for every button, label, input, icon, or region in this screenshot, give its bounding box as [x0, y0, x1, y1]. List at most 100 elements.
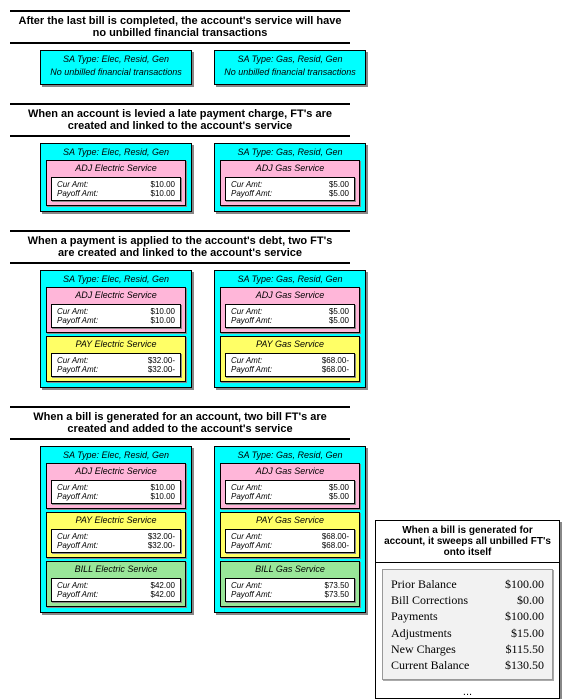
cur-amt-value: $32.00-	[148, 356, 175, 365]
sa-card: SA Type: Elec, Resid, GenADJ Electric Se…	[40, 270, 192, 388]
summary-row-label: Payments	[391, 608, 438, 624]
ft-block-adj: ADJ Gas Service Cur Amt: $5.00 Payoff Amt: $…	[220, 160, 360, 206]
summary-row-label: New Charges	[391, 641, 456, 657]
sa-card: SA Type: Gas, Resid, Gen ADJ Gas Service C…	[214, 446, 366, 613]
sa-type-label: SA Type: Elec, Resid, Gen	[46, 274, 186, 284]
section-header: When a payment is applied to the account…	[10, 230, 350, 264]
sa-note: No unbilled financial transactions	[46, 67, 186, 79]
cur-amt-value: $10.00	[151, 307, 175, 316]
section-header: After the last bill is completed, the ac…	[10, 10, 350, 44]
cur-amt-label: Cur Amt:	[57, 532, 88, 541]
section-header: When a bill is generated for an account,…	[10, 406, 350, 440]
payoff-amt-label: Payoff Amt:	[57, 189, 98, 198]
cur-amt-label: Cur Amt:	[231, 180, 262, 189]
cur-amt-value: $42.00	[151, 581, 175, 590]
section-header: When an account is levied a late payment…	[10, 103, 350, 137]
ft-amounts: Cur Amt: $68.00- Payoff Amt: $68.00-	[225, 529, 355, 553]
summary-row-label: Current Balance	[391, 657, 469, 673]
cur-amt-value: $5.00	[329, 307, 349, 316]
cur-amt-value: $5.00	[329, 180, 349, 189]
payoff-amt-label: Payoff Amt:	[231, 541, 272, 550]
ft-title: ADJ Gas Service	[221, 161, 359, 175]
cur-amt-value: $68.00-	[322, 532, 349, 541]
ft-amounts: Cur Amt: $32.00- Payoff Amt: $32.00-	[51, 353, 181, 377]
payoff-amt-label: Payoff Amt:	[231, 492, 272, 501]
ft-block-pay: PAY Gas ServiceCur Amt:$68.00-Payoff Amt…	[220, 336, 360, 382]
cur-amt-label: Cur Amt:	[231, 483, 262, 492]
cur-amt-label: Cur Amt:	[231, 532, 262, 541]
section: After the last bill is completed, the ac…	[10, 10, 565, 85]
ft-amounts: Cur Amt: $5.00 Payoff Amt: $5.00	[225, 177, 355, 201]
payoff-amt-value: $32.00-	[148, 365, 175, 374]
payoff-amt-label: Payoff Amt:	[57, 541, 98, 550]
cur-amt-value: $10.00	[151, 180, 175, 189]
sa-card: SA Type: Elec, Resid, GenNo unbilled fin…	[40, 50, 192, 85]
summary-row: Prior Balance $100.00	[391, 576, 544, 592]
ft-amounts: Cur Amt:$5.00Payoff Amt:$5.00	[225, 480, 355, 504]
ft-amounts: Cur Amt:$10.00Payoff Amt:$10.00	[51, 177, 181, 201]
ft-title: PAY Gas Service	[221, 337, 359, 351]
payoff-amt-label: Payoff Amt:	[231, 189, 272, 198]
cur-amt-label: Cur Amt:	[57, 356, 88, 365]
payoff-amt-label: Payoff Amt:	[57, 316, 98, 325]
section: When a payment is applied to the account…	[10, 230, 565, 388]
cur-amt-value: $32.00-	[148, 532, 175, 541]
payoff-amt-label: Payoff Amt:	[57, 365, 98, 374]
sa-card: SA Type: Elec, Resid, Gen ADJ Electric Se…	[40, 446, 192, 613]
sa-type-label: SA Type: Gas, Resid, Gen	[220, 54, 360, 64]
ft-block-adj: ADJ Gas ServiceCur Amt:$5.00Payoff Amt:$…	[220, 463, 360, 509]
summary-row-value: $115.50	[505, 641, 544, 657]
bill-summary-title: When a bill is generated for account, it…	[376, 521, 559, 563]
sa-type-label: SA Type: Elec, Resid, Gen	[46, 450, 186, 460]
sa-type-label: SA Type: Gas, Resid, Gen	[220, 147, 360, 157]
ft-block-adj: ADJ Gas ServiceCur Amt:$5.00Payoff Amt:$…	[220, 287, 360, 333]
payoff-amt-label: Payoff Amt:	[231, 590, 272, 599]
summary-row-label: Bill Corrections	[391, 592, 468, 608]
summary-row-label: Prior Balance	[391, 576, 457, 592]
summary-row-value: $100.00	[505, 576, 544, 592]
ft-title: PAY Electric Service	[47, 513, 185, 527]
summary-row: Bill Corrections $0.00	[391, 592, 544, 608]
ft-block-bill: BILL Electric ServiceCur Amt:$42.00Payof…	[46, 561, 186, 607]
cur-amt-value: $68.00-	[322, 356, 349, 365]
ft-amounts: Cur Amt:$42.00Payoff Amt:$42.00	[51, 578, 181, 602]
payoff-amt-value: $73.50	[325, 590, 349, 599]
payoff-amt-value: $68.00-	[322, 541, 349, 550]
cur-amt-value: $10.00	[151, 483, 175, 492]
ft-amounts: Cur Amt:$73.50Payoff Amt:$73.50	[225, 578, 355, 602]
cur-amt-value: $5.00	[329, 483, 349, 492]
summary-row: Adjustments $15.00	[391, 625, 544, 641]
ft-title: ADJ Electric Service	[47, 464, 185, 478]
summary-row-value: $0.00	[517, 592, 544, 608]
payoff-amt-value: $5.00	[329, 189, 349, 198]
sa-card: SA Type: Gas, Resid, Gen ADJ Gas Service C…	[214, 143, 366, 212]
ft-block-bill: BILL Gas ServiceCur Amt:$73.50Payoff Amt…	[220, 561, 360, 607]
ft-amounts: Cur Amt:$32.00-Payoff Amt:$32.00-	[51, 529, 181, 553]
ft-title: ADJ Electric Service	[47, 161, 185, 175]
ft-block-pay: PAY Electric ServiceCur Amt:$32.00-Payof…	[46, 336, 186, 382]
bill-summary-ellipsis: ...	[376, 686, 559, 698]
payoff-amt-label: Payoff Amt:	[57, 590, 98, 599]
bill-summary-body: Prior Balance $100.00 Bill Corrections $0.0…	[382, 569, 553, 680]
summary-row-value: $130.50	[505, 657, 544, 673]
ft-block-adj: ADJ Electric Service Cur Amt:$10.00Payoff…	[46, 463, 186, 509]
cards-row: SA Type: Elec, Resid, GenNo unbilled fin…	[10, 50, 565, 85]
sa-type-label: SA Type: Gas, Resid, Gen	[220, 274, 360, 284]
ft-title: BILL Electric Service	[47, 562, 185, 576]
ft-amounts: Cur Amt:$10.00Payoff Amt:$10.00	[51, 304, 181, 328]
ft-title: ADJ Gas Service	[221, 288, 359, 302]
summary-row: New Charges $115.50	[391, 641, 544, 657]
cur-amt-label: Cur Amt:	[57, 307, 88, 316]
cur-amt-label: Cur Amt:	[231, 356, 262, 365]
cur-amt-label: Cur Amt:	[231, 581, 262, 590]
sa-note: No unbilled financial transactions	[220, 67, 360, 79]
ft-amounts: Cur Amt:$10.00Payoff Amt:$10.00	[51, 480, 181, 504]
ft-title: PAY Gas Service	[221, 513, 359, 527]
ft-title: ADJ Gas Service	[221, 464, 359, 478]
sa-type-label: SA Type: Gas, Resid, Gen	[220, 450, 360, 460]
summary-row-value: $100.00	[505, 608, 544, 624]
summary-row-label: Adjustments	[391, 625, 452, 641]
ft-block-pay: PAY Electric Service Cur Amt: $32.00- Payof…	[46, 512, 186, 558]
ft-block-adj: ADJ Electric ServiceCur Amt:$10.00Payoff…	[46, 160, 186, 206]
summary-row-value: $15.00	[511, 625, 544, 641]
